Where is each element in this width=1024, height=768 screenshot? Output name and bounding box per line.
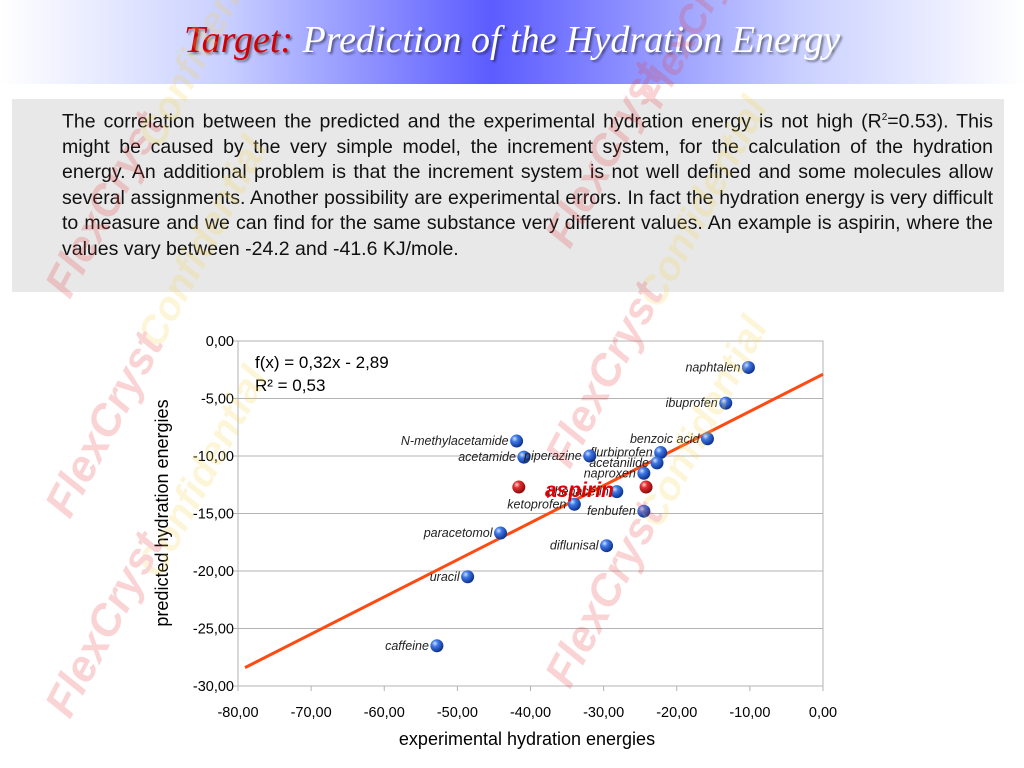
y-tick-label: -10,00 [193,449,234,465]
explanation-text: The correlation between the predicted an… [62,105,993,262]
point-label: caffeine [385,639,429,653]
r-squared-value: R² = 0,53 [255,376,325,395]
x-tick-label: -60,00 [364,705,405,721]
point-label: fenbufen [587,504,636,518]
point-label: naproxen [584,466,636,480]
point-label: acetamide [458,450,516,464]
title-prefix: Target: [183,19,294,61]
y-tick-label: 0,00 [206,334,234,350]
y-tick-label: -30,00 [193,679,234,695]
y-tick-label: -5,00 [201,392,234,408]
regression-line [244,372,824,669]
data-point [610,485,624,499]
tick-labels: 0,00 -5,00 -10,00 -15,00 -20,00 -25,00 -30,00 -… [193,334,837,721]
point-label: phenacetin [547,485,609,499]
explanation-text-part-1: The correlation between the predicted an… [62,110,882,133]
x-tick-label: -80,00 [217,705,258,721]
x-tick-label: -50,00 [437,705,478,721]
data-point [517,450,531,464]
data-point [567,497,581,511]
explanation-box: The correlation between the predicted an… [12,99,1004,292]
data-point [639,480,653,494]
data-point [637,504,651,518]
aspirin-highlight-label: aspirin [545,479,614,502]
x-tick-label: -40,00 [510,705,551,721]
point-label: acetanilide [589,456,649,470]
x-tick-label: -20,00 [656,705,697,721]
data-point [650,456,664,470]
x-tick-label: 0,00 [809,705,837,721]
point-label: naphtalen [685,360,740,374]
point-label: benzoic acid [630,432,701,446]
explanation-text-part-2: =0.53). This might be caused by the very… [62,110,994,260]
data-point [430,639,444,653]
data-point [583,449,597,463]
point-label: flurbiprofen [590,446,653,460]
point-label: N-methylacetamide [401,434,509,448]
r-squared-superscript: 2 [881,112,888,123]
data-point [461,570,475,584]
gridlines [233,340,824,691]
x-axis-label: experimental hydration energies [399,729,655,749]
slide-title: Target: Prediction of the Hydration Ener… [0,18,1024,62]
data-point [700,432,714,446]
y-tick-label: -25,00 [193,622,234,638]
x-tick-label: -10,00 [729,705,770,721]
point-label: piperazine [523,449,582,463]
data-point [654,446,668,460]
title-main: Prediction of the Hydration Energy [302,19,841,61]
data-point [512,480,526,494]
point-label: diflunisal [550,539,600,553]
y-tick-label: -15,00 [193,507,234,523]
point-label: paracetomol [423,526,494,540]
point-label: ibuprofen [666,396,718,410]
point-label: uracil [430,570,461,584]
data-point [600,539,614,553]
title-bar [0,0,1024,84]
x-tick-label: -30,00 [583,705,624,721]
point-label: ketoprofen [507,497,566,511]
y-tick-label: -20,00 [193,564,234,580]
data-points: naphtalen ibuprofen benzoic acid N-methylac… [385,360,755,653]
data-point [494,526,508,540]
regression-equation: f(x) = 0,32x - 2,89 [255,353,389,372]
data-point [510,434,524,448]
data-point [637,466,651,480]
data-point [719,396,733,410]
data-point [741,360,755,374]
y-axis-label: predicted hydration energies [152,399,172,626]
x-tick-label: -70,00 [291,705,332,721]
